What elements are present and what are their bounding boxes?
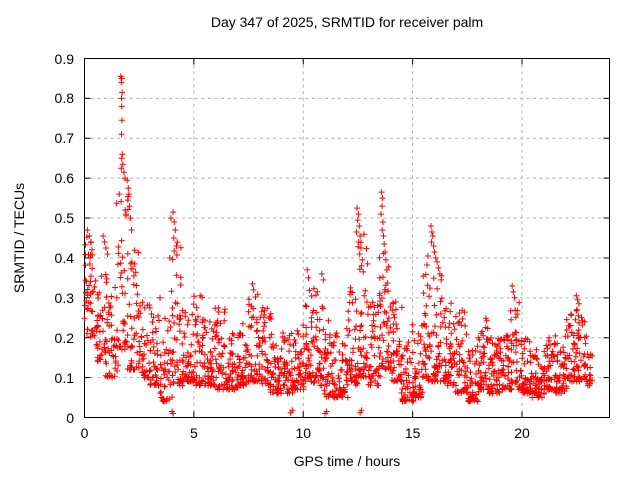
x-tick-label: 20 <box>514 425 530 441</box>
y-tick-label: 0.7 <box>54 130 74 147</box>
y-tick-label: 0.4 <box>54 249 74 266</box>
scatter-points <box>81 73 596 417</box>
y-tick-label: 0.2 <box>54 329 74 346</box>
y-tick-label: 0.5 <box>54 210 74 227</box>
x-tick-label: 10 <box>295 425 312 441</box>
x-axis-label: GPS time / hours <box>293 453 401 469</box>
x-tick-label: 0 <box>80 425 89 441</box>
plot-frame <box>84 58 610 418</box>
y-tick-label: 0.1 <box>54 369 74 386</box>
chart-title: Day 347 of 2025, SRMTID for receiver pal… <box>210 14 484 30</box>
x-tick-label: 5 <box>189 425 198 441</box>
y-axis-label: SRMTID / TECUs <box>11 182 27 294</box>
y-tick-label: 0.9 <box>54 50 74 67</box>
x-tick-label: 15 <box>404 425 421 441</box>
y-tick-label: 0.8 <box>54 90 74 107</box>
y-tick-label: 0.6 <box>54 170 74 187</box>
y-tick-label: 0 <box>66 409 74 426</box>
y-tick-label: 0.3 <box>54 289 74 306</box>
